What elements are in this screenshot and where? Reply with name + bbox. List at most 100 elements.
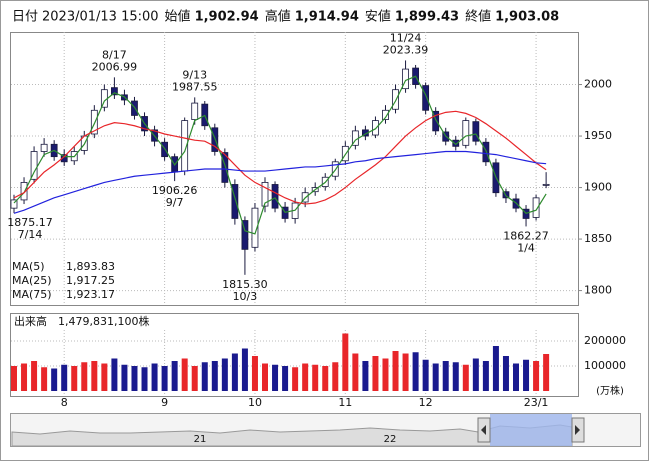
volume-bar: [251, 356, 258, 391]
volume-bar: [402, 353, 409, 391]
header-label: 始値: [165, 9, 191, 25]
candle-body: [261, 182, 269, 207]
header-label: 高値: [265, 9, 291, 25]
volume-bar: [392, 351, 399, 391]
volume-bar: [31, 361, 38, 391]
annotation-date: 10/3: [233, 290, 258, 303]
navigator-label: 21: [194, 434, 207, 445]
candle-body: [231, 184, 239, 219]
volume-bar: [322, 366, 329, 391]
candle-body: [432, 110, 440, 132]
price-panel: [10, 32, 579, 306]
candle-body: [241, 220, 249, 250]
volume-bar: [181, 358, 188, 391]
volume-bar: [432, 363, 439, 391]
navigator-label: 22: [384, 434, 397, 445]
annotation-price: 1906.26: [152, 184, 198, 197]
y-tick-label: 100000: [584, 359, 626, 372]
header-value: 2023/01/13 15:00: [42, 10, 159, 25]
candle-body: [382, 109, 389, 120]
volume-bar: [201, 362, 208, 391]
volume-bar: [111, 358, 118, 391]
volume-bar: [171, 361, 178, 391]
volume-bar: [312, 364, 319, 391]
y-tick-label: 200000: [584, 334, 626, 347]
x-tick-label: 12: [419, 396, 433, 409]
candle-body: [221, 152, 229, 183]
annotation-date: 11/24: [390, 31, 422, 44]
y-tick-label: 1900: [584, 181, 612, 194]
volume-bar: [21, 363, 28, 391]
volume-bar: [11, 366, 17, 391]
header-label: 終値: [465, 9, 491, 25]
legend-name: MA(25): [12, 274, 52, 287]
legend-value: 1,917.25: [66, 274, 115, 287]
header-value: 1,903.08: [495, 10, 559, 25]
volume-bar: [482, 361, 489, 391]
volume-bar: [282, 366, 289, 391]
y-tick-label: 1850: [584, 232, 612, 245]
annotation-price: 1987.55: [172, 80, 218, 93]
annotation-price: 2006.99: [92, 60, 138, 73]
volume-bar: [422, 359, 429, 391]
candle-body: [452, 139, 460, 147]
candle-body: [111, 87, 118, 96]
volume-bar: [442, 361, 449, 391]
header-value: 1,902.94: [195, 10, 259, 25]
ma-line: [13, 150, 547, 214]
volume-bar: [131, 366, 138, 391]
ma-line: [13, 110, 547, 205]
volume-bar: [231, 353, 238, 391]
candle-body: [372, 120, 379, 136]
volume-bar: [472, 358, 479, 391]
candle-body: [472, 121, 480, 142]
y-tick-label: 2000: [584, 78, 612, 91]
volume-bar: [121, 364, 128, 391]
volume-panel: [10, 313, 579, 397]
volume-bar: [91, 361, 98, 391]
volume-bar: [412, 352, 419, 391]
volume-bar: [502, 356, 509, 391]
x-tick-label: 9: [161, 396, 168, 409]
navigator-selection[interactable]: [490, 414, 572, 446]
candle-body: [191, 102, 199, 120]
volume-bar: [81, 362, 88, 391]
candle-body: [10, 199, 18, 209]
volume-bar: [382, 358, 389, 391]
candle-body: [271, 184, 279, 209]
candle-body: [542, 183, 550, 186]
volume-bar: [543, 354, 550, 391]
annotation-price: 1815.30: [222, 278, 268, 291]
volume-total: 1,479,831,100株: [58, 314, 149, 328]
annotation-date: 1/4: [517, 241, 535, 254]
candle-body: [462, 120, 470, 146]
legend-name: MA(5): [12, 260, 45, 273]
annotation-price: 1862.27: [503, 229, 549, 242]
candle-body: [251, 207, 259, 248]
y-tick-label: 1800: [584, 284, 612, 297]
header-label: 安値: [365, 9, 391, 25]
arrow-left: [481, 425, 486, 435]
volume-bar: [523, 359, 530, 391]
header-value: 1,899.43: [395, 10, 459, 25]
volume-bar: [352, 353, 359, 391]
x-tick-label: 23/1: [524, 396, 549, 409]
volume-bar: [362, 361, 369, 391]
legend-name: MA(75): [12, 288, 52, 301]
volume-bar: [292, 367, 299, 391]
volume-bar: [342, 333, 349, 391]
y-tick-label: 1950: [584, 129, 612, 142]
volume-bar: [372, 356, 379, 391]
x-tick-label: 11: [338, 396, 352, 409]
candle-body: [20, 182, 28, 201]
candle-body: [90, 109, 98, 135]
volume-bar: [513, 363, 519, 391]
volume-title: 出来高: [14, 314, 47, 328]
legend-value: 1,893.83: [66, 260, 115, 273]
candle-body: [422, 85, 430, 111]
candle-body: [392, 89, 399, 110]
annotation-date: 9/7: [166, 196, 184, 209]
volume-bar: [302, 363, 309, 391]
volume-bar: [533, 361, 540, 391]
